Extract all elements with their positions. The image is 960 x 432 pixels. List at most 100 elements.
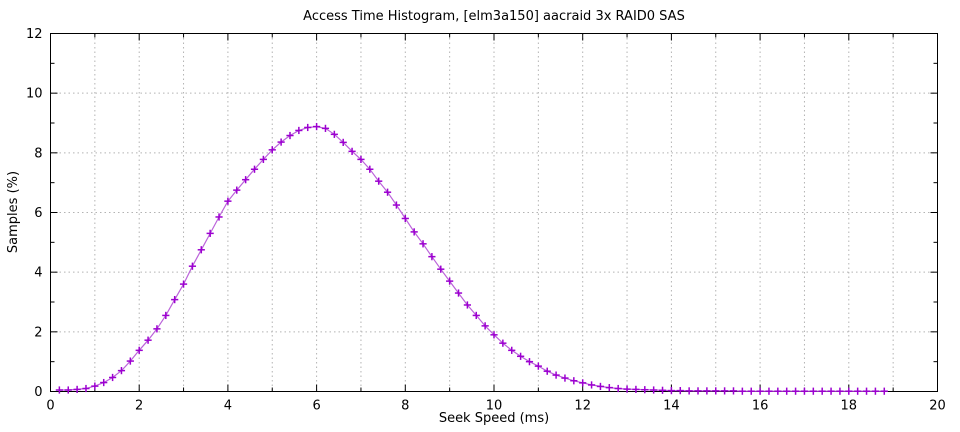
y-tick-label: 12 [26, 27, 43, 42]
series-marker [517, 352, 525, 360]
series-marker [472, 311, 480, 320]
series-marker [437, 265, 445, 273]
series-marker [366, 165, 374, 173]
series-marker [126, 357, 134, 365]
series-marker [880, 387, 888, 395]
series-marker [605, 384, 613, 392]
series-marker [596, 382, 605, 391]
series-marker [765, 387, 773, 395]
series-marker [357, 155, 365, 163]
series-marker [339, 138, 347, 146]
series-marker [454, 289, 463, 297]
x-tick-label: 10 [486, 399, 503, 414]
x-tick-label: 8 [401, 399, 409, 414]
series-marker [446, 277, 454, 285]
series-marker [756, 387, 764, 395]
y-tick-label: 6 [34, 206, 42, 221]
series-marker [783, 387, 791, 395]
x-axis-label: Seek Speed (ms) [439, 411, 549, 426]
series-marker [179, 280, 188, 288]
series-marker [188, 262, 197, 270]
series-marker [286, 131, 294, 140]
series-marker [419, 240, 427, 248]
series-marker [534, 362, 542, 370]
series-marker [117, 367, 126, 375]
series-marker [463, 301, 471, 309]
series-layer [55, 122, 888, 395]
series-line [59, 125, 885, 392]
series-marker [64, 386, 72, 394]
series-marker [579, 379, 587, 387]
series-marker [587, 381, 596, 389]
series-marker [632, 385, 640, 394]
x-tick-label: 20 [929, 399, 946, 414]
y-tick-label: 8 [34, 146, 42, 161]
series-marker [508, 346, 516, 354]
series-marker [845, 387, 853, 395]
series-marker [676, 387, 684, 395]
series-marker [259, 155, 267, 163]
series-marker [162, 311, 170, 320]
series-marker [490, 331, 498, 339]
series-marker [91, 382, 99, 390]
series-marker [250, 165, 259, 173]
series-marker [658, 386, 667, 394]
series-marker [499, 339, 507, 347]
series-marker [82, 384, 90, 393]
x-tick-label: 12 [574, 399, 591, 414]
series-marker [525, 358, 534, 366]
axis-layer: 0 2 4 6 8 10 12 14 16 18 20 0 2 4 6 8 10 12 [26, 27, 946, 414]
series-marker [392, 201, 401, 209]
series-marker [650, 386, 658, 394]
series-marker [703, 387, 711, 395]
y-tick-label: 0 [34, 385, 42, 400]
series-marker [561, 374, 569, 382]
x-tick-label: 2 [135, 399, 143, 414]
series-marker [268, 146, 276, 154]
series-marker [428, 253, 436, 261]
y-tick-label: 4 [34, 266, 42, 281]
series-marker [694, 387, 702, 395]
series-marker [55, 386, 63, 394]
series-marker [233, 186, 241, 194]
y-tick-label: 10 [26, 87, 43, 102]
series-marker [481, 322, 489, 330]
y-tick-label: 2 [34, 325, 42, 340]
series-marker [410, 228, 418, 236]
chart-title: Access Time Histogram, [elm3a150] aacrai… [303, 9, 685, 24]
series-marker [401, 214, 409, 223]
series-marker [800, 387, 809, 395]
series-marker [685, 387, 693, 395]
series-marker [552, 371, 560, 379]
series-marker [818, 387, 826, 395]
series-marker [108, 373, 117, 382]
series-marker [729, 387, 738, 395]
series-marker [321, 124, 330, 132]
series-marker [614, 384, 622, 393]
series-marker [862, 387, 871, 395]
series-marker [667, 387, 675, 395]
y-axis-label: Samples (%) [6, 171, 21, 253]
series-marker [774, 387, 782, 395]
series-marker [242, 176, 250, 184]
series-marker [171, 296, 179, 304]
series-marker [144, 336, 152, 344]
x-tick-label: 4 [224, 399, 232, 414]
series-marker [206, 229, 214, 237]
series-marker [623, 385, 631, 393]
series-marker [277, 138, 285, 146]
series-marker [543, 367, 551, 375]
series-marker [747, 387, 755, 395]
series-marker [348, 147, 356, 155]
series-marker [73, 385, 81, 394]
series-marker [375, 177, 383, 185]
series-marker [224, 197, 232, 205]
series-marker [791, 387, 800, 395]
series-marker [330, 130, 338, 138]
series-marker [215, 213, 223, 221]
series-marker [100, 378, 108, 387]
x-tick-label: 18 [841, 399, 858, 414]
series-marker [836, 387, 844, 395]
